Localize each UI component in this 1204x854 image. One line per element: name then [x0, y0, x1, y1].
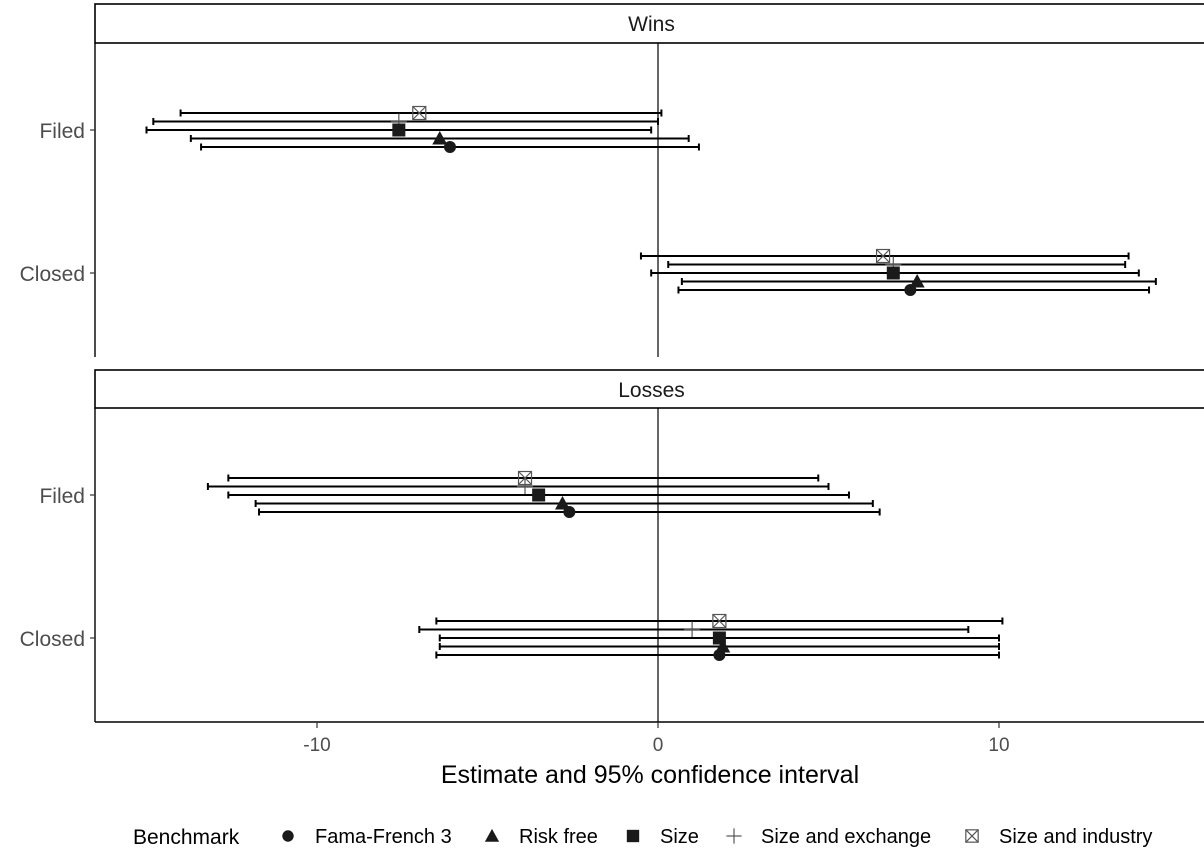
errorbar-fama-french-3 [259, 506, 880, 518]
errorbar-size [440, 632, 999, 645]
legend-title: Benchmark [133, 826, 240, 849]
y-tick-label: Closed [20, 628, 85, 651]
legend-label: Size and industry [999, 826, 1152, 848]
panel-losses: Losses Filed Closed [20, 370, 1204, 722]
errorbar-fama-french-3 [678, 284, 1149, 296]
point-fama-french-3 [444, 141, 456, 153]
legend-label: Size and exchange [761, 826, 931, 848]
point-fama-french-3 [904, 284, 916, 296]
group-closed [641, 250, 1156, 297]
group-closed [419, 615, 1002, 662]
x-tick-label: 0 [653, 735, 664, 756]
errorbar-size-and-industry [436, 615, 1002, 628]
errorbar-size [651, 267, 1139, 280]
legend-label: Risk free [519, 826, 598, 848]
errorbar-risk-free [191, 131, 689, 145]
facet-label: Losses [618, 379, 685, 402]
x-tick-label: 10 [988, 735, 1009, 756]
legend-key-size-and-exchange [726, 828, 741, 843]
facet-label: Wins [628, 13, 675, 36]
x-axis: -10 0 10 [303, 722, 1009, 756]
panel-wins: Wins Filed Closed [20, 4, 1204, 357]
errorbar-size-and-industry [181, 107, 662, 120]
panels: Wins Filed Closed Losses Filed Closed [20, 4, 1204, 722]
x-tick-label: -10 [303, 735, 330, 756]
point-size-and-exchange [517, 479, 533, 495]
legend-key-fama-french-3 [282, 830, 293, 841]
legend-key-risk-free [485, 829, 499, 842]
errorbar-size-and-exchange [419, 622, 968, 638]
legend-item-size: Size [627, 826, 699, 848]
legend-label: Size [660, 826, 699, 848]
errorbar-size [147, 124, 652, 137]
point-size [392, 124, 405, 137]
group-filed [208, 472, 880, 519]
legend-item-size-and-exchange: Size and exchange [726, 826, 931, 848]
legend-item-risk-free: Risk free [485, 826, 598, 848]
point-size [532, 489, 545, 502]
y-tick-label: Closed [20, 263, 85, 286]
errorbar-size-and-industry [228, 472, 818, 485]
y-tick-label: Filed [39, 120, 85, 143]
errorbar-size-and-industry [641, 250, 1129, 263]
x-axis-title: Estimate and 95% confidence interval [441, 761, 859, 789]
errorbar-risk-free [682, 274, 1156, 288]
legend: Benchmark Fama-French 3 Risk free Size Size … [133, 826, 1152, 849]
errorbar-size [228, 489, 849, 502]
errorbar-size-and-exchange [153, 114, 658, 130]
legend-label: Fama-French 3 [315, 826, 452, 848]
group-filed [147, 107, 699, 154]
errorbar-fama-french-3 [201, 141, 699, 153]
y-tick-label: Filed [39, 485, 85, 508]
legend-key-size [627, 830, 639, 842]
point-size [887, 267, 900, 280]
legend-item-fama-french-3: Fama-French 3 [282, 826, 451, 848]
errorbar-fama-french-3 [436, 649, 999, 661]
errorbar-risk-free [256, 496, 873, 510]
point-size-and-exchange [684, 622, 700, 638]
point-fama-french-3 [713, 649, 725, 661]
legend-item-size-and-industry: Size and industry [966, 826, 1153, 848]
point-fama-french-3 [563, 506, 575, 518]
legend-key-size-and-industry [966, 830, 978, 842]
